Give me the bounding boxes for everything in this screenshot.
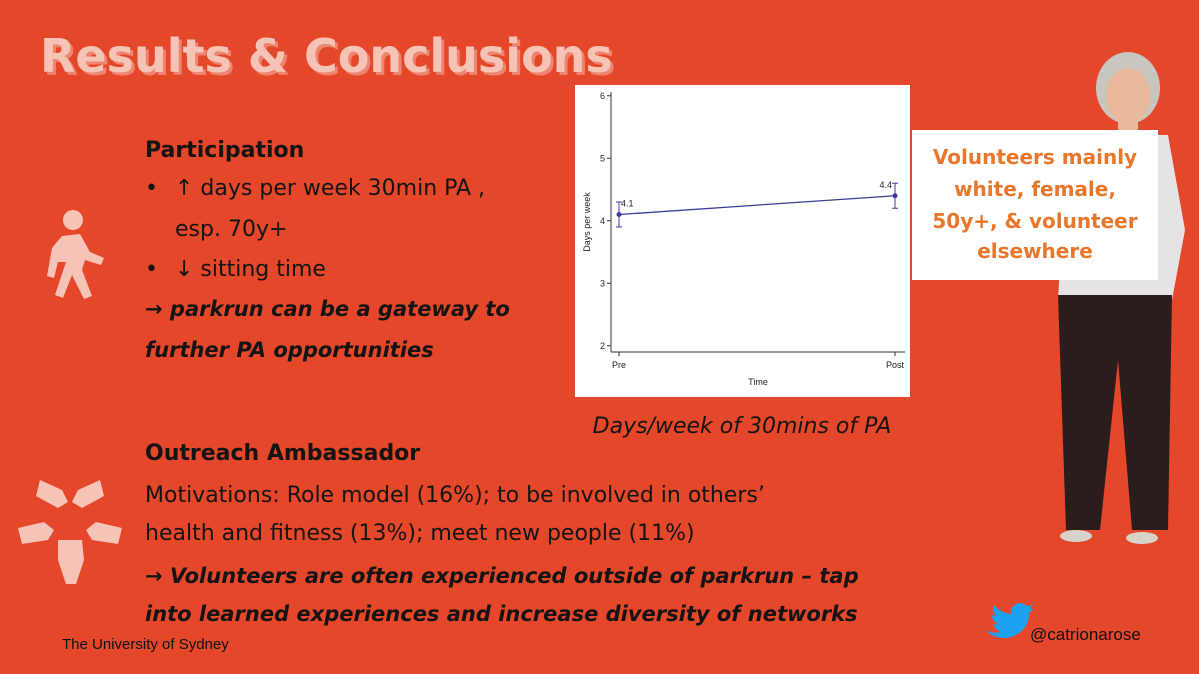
walking-icon <box>47 210 104 299</box>
value-label: 4.1 <box>621 199 634 209</box>
sign-line: elsewhere <box>977 239 1093 263</box>
conclusion-line: into learned experiences and increase di… <box>145 602 858 626</box>
y-tick-label: 2 <box>600 341 605 351</box>
value-label: 4.4 <box>879 180 892 190</box>
bullet-line: ↓ sitting time <box>175 257 326 282</box>
bullet-line: esp. 70y+ <box>175 217 287 242</box>
bullet-line: ↑ days per week 30min PA , <box>175 176 485 201</box>
y-tick-label: 3 <box>600 278 605 288</box>
x-tick-label: Post <box>886 360 905 370</box>
y-tick-label: 4 <box>600 216 605 226</box>
heading: Participation <box>145 138 304 163</box>
title-shadow: Results & Conclusions <box>43 32 616 86</box>
y-tick-label: 6 <box>600 91 605 101</box>
chart: 2 3 4 5 6 Days per week Time Pre Post 4.1 4.4 <box>575 85 910 397</box>
footer: The University of Sydney <box>62 636 229 653</box>
y-tick-label: 5 <box>600 153 605 163</box>
sign-line: 50y+, & volunteer <box>932 209 1137 233</box>
chart-background <box>575 85 910 397</box>
conclusion-line: → parkrun can be a gateway to <box>145 297 510 321</box>
motivation-line: Motivations: Role model (16%); to be inv… <box>145 483 765 508</box>
title: Results & Conclusions <box>40 29 613 83</box>
twitter-icon <box>985 603 1034 639</box>
data-point <box>616 212 622 217</box>
sign-line: Volunteers mainly <box>933 145 1137 169</box>
data-point <box>892 193 898 199</box>
outreach: Outreach Ambassador Motivations: Role mo… <box>145 441 859 626</box>
motivation-line: health and fitness (13%); meet new peopl… <box>145 521 695 546</box>
sign <box>912 130 1158 280</box>
x-axis-label: Time <box>748 377 768 387</box>
conclusion-line: further PA opportunities <box>145 338 434 362</box>
twitter-handle: @catrionarose <box>1030 625 1141 644</box>
bullet-marker: • <box>145 176 158 201</box>
data-line <box>618 195 896 216</box>
heading: Outreach Ambassador <box>145 441 420 466</box>
x-tick-label: Pre <box>612 360 626 370</box>
conclusion-line: → Volunteers are often experienced outsi… <box>145 564 859 588</box>
chart-caption: Days/week of 30mins of PA <box>593 414 892 439</box>
sign-line: white, female, <box>954 177 1116 201</box>
bullet-marker: • <box>145 257 158 282</box>
y-axis-label: Days per week <box>582 192 592 252</box>
participation: Participation • ↑ days per week 30min PA… <box>145 138 510 362</box>
hands-icon <box>18 480 122 584</box>
